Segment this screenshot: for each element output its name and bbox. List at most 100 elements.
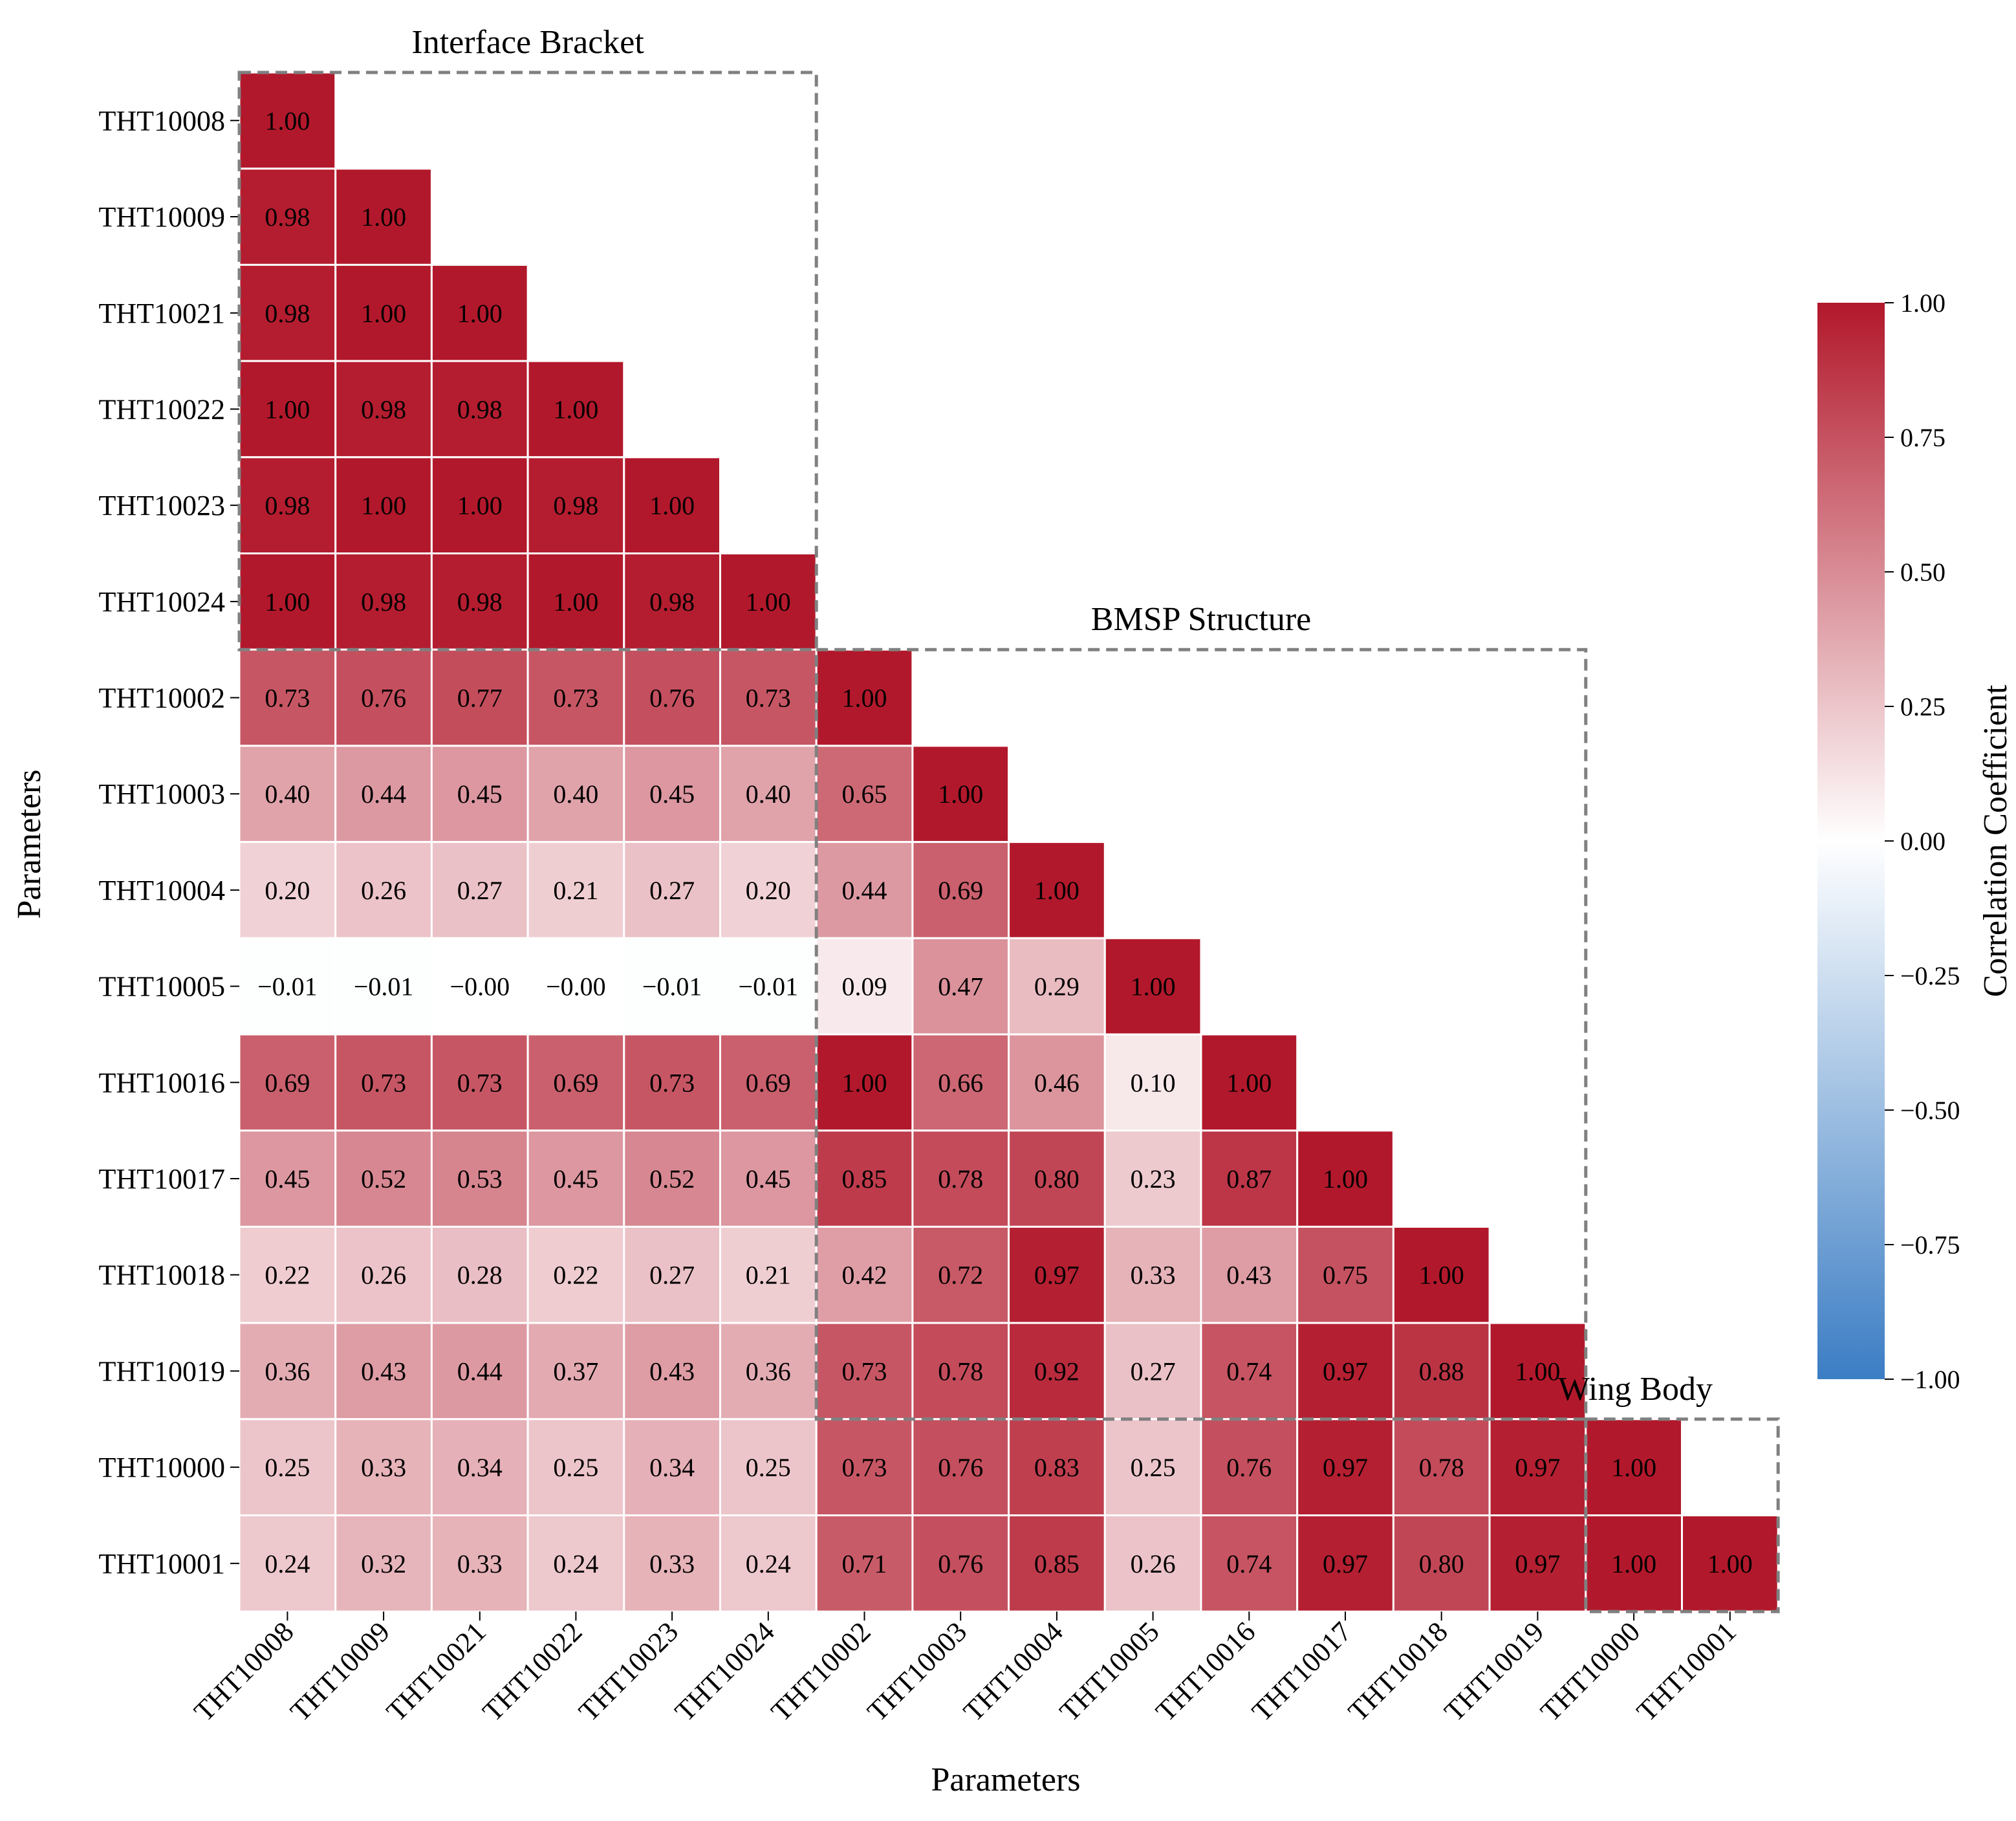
y-axis-title: Parameters (11, 769, 48, 919)
cell-value-label: 0.97 (1515, 1453, 1560, 1482)
cell-value-label: 0.92 (1034, 1357, 1079, 1386)
heatmap-cell-THT10002-THT10008 (238, 648, 337, 747)
heatmap-cell-THT10024-THT10009 (334, 552, 433, 651)
heatmap-cell-THT10000-THT10021 (430, 1418, 529, 1517)
heatmap-cell-THT10000-THT10023 (623, 1418, 721, 1517)
colorbar-tick-label: 1.00 (1900, 289, 1946, 318)
cell-value-label: 0.33 (361, 1453, 406, 1482)
cell-value-label: 1.00 (1226, 1068, 1272, 1097)
colorbar: 1.00 0.75 0.50 0.25 0.00 −0.25 −0.50 −0.75 −1.00… (1817, 289, 2014, 1394)
cell-value-label: 0.74 (1226, 1357, 1272, 1386)
heatmap-cell-THT10005-THT10024 (719, 937, 818, 1036)
cell-value-label: 0.87 (1226, 1164, 1272, 1194)
cell-value-label: 0.29 (1034, 972, 1079, 1001)
heatmap-cell-THT10018-THT10024 (719, 1225, 818, 1324)
x-tick-label-THT10008: THT10008 (188, 1616, 300, 1728)
x-axis-title: Parameters (931, 1761, 1080, 1798)
cell-value-label: 1.00 (938, 780, 983, 809)
cell-value-label: 0.69 (553, 1068, 598, 1097)
heatmap-cell-THT10018-THT10008 (238, 1225, 337, 1324)
cell-value-label: 0.69 (265, 1068, 310, 1097)
cell-value-label: 0.80 (1034, 1164, 1079, 1194)
cell-value-label: −0.01 (642, 972, 702, 1001)
y-tick-label-THT10022: THT10022 (98, 393, 225, 425)
heatmap-cell-THT10000-THT10019 (1488, 1418, 1587, 1517)
cell-value-label: 0.45 (457, 780, 503, 809)
heatmap-cell-THT10001-THT10016 (1200, 1514, 1299, 1613)
cell-value-label: 0.22 (553, 1261, 598, 1290)
cell-value-label: 1.00 (553, 587, 598, 616)
cell-value-label: 1.00 (361, 491, 406, 520)
cell-value-label: 0.40 (746, 780, 791, 809)
cell-value-label: 0.53 (457, 1164, 503, 1194)
x-tick-label-THT10004: THT10004 (957, 1616, 1069, 1728)
cell-value-label: 0.77 (457, 684, 503, 713)
y-axis-ticks: THT10008 THT10009 THT10021 THT10022 THT10023… (98, 105, 239, 1580)
group-box-interface-bracket (237, 71, 818, 651)
cell-value-label: 0.73 (553, 684, 598, 713)
cell-value-label: 1.00 (1323, 1164, 1368, 1194)
heatmap-cell-THT10023-THT10022 (526, 456, 625, 554)
y-tick-label-THT10009: THT10009 (98, 201, 225, 233)
y-tick-label-THT10000: THT10000 (98, 1452, 225, 1483)
x-tick-label-THT10022: THT10022 (477, 1616, 589, 1728)
cell-value-label: 0.52 (649, 1164, 695, 1194)
heatmap-cell-THT10017-THT10024 (719, 1129, 818, 1228)
cell-value-label: 0.98 (265, 491, 310, 520)
cell-value-label: 1.00 (1611, 1549, 1656, 1578)
cell-value-label: 0.23 (1131, 1164, 1176, 1194)
cell-value-label: 0.85 (1034, 1549, 1079, 1578)
heatmap-cell-THT10018-THT10023 (623, 1225, 721, 1324)
heatmap-cell-THT10005-THT10023 (623, 937, 721, 1036)
cell-value-label: 0.76 (938, 1549, 983, 1578)
y-tick-label-THT10003: THT10003 (98, 778, 225, 810)
cell-value-label: 0.72 (938, 1261, 983, 1290)
cell-value-label: 0.66 (938, 1068, 983, 1097)
heatmap-cell-THT10004-THT10021 (430, 841, 529, 939)
heatmap-cell-THT10019-THT10023 (623, 1322, 721, 1421)
cell-value-label: 1.00 (361, 202, 406, 232)
y-tick-label-THT10021: THT10021 (98, 298, 225, 329)
cell-value-label: 0.97 (1515, 1549, 1560, 1578)
x-tick-label-THT10016: THT10016 (1149, 1616, 1261, 1728)
heatmap-cell-THT10005-THT10005 (1103, 937, 1202, 1036)
heatmap-cell-THT10005-THT10004 (1008, 937, 1106, 1036)
cell-value-label: 1.00 (1707, 1549, 1753, 1578)
cell-value-label: 0.24 (746, 1549, 791, 1578)
cell-value-label: 0.73 (746, 684, 791, 713)
heatmap-cell-THT10022-THT10009 (334, 360, 433, 459)
heatmap-cell-THT10008-THT10008 (238, 71, 337, 170)
cell-value-label: 0.76 (649, 684, 695, 713)
cell-value-label: 1.00 (1034, 876, 1079, 905)
cell-value-label: −0.00 (546, 972, 606, 1001)
cell-value-label: 0.44 (842, 876, 887, 905)
cell-value-label: 0.37 (553, 1357, 598, 1386)
heatmap-cell-THT10003-THT10008 (238, 745, 337, 844)
group-label: Interface Bracket (411, 24, 644, 61)
heatmap-cell-THT10018-THT10021 (430, 1225, 529, 1324)
heatmap-cell-THT10017-THT10004 (1008, 1129, 1106, 1228)
cell-value-label: 0.73 (265, 684, 310, 713)
cell-value-label: 1.00 (457, 491, 503, 520)
group-box-bmsp-structure (814, 648, 1588, 1421)
heatmap-cell-THT10017-THT10009 (334, 1129, 433, 1228)
y-tick-label-THT10019: THT10019 (98, 1355, 225, 1387)
y-tick-label-THT10023: THT10023 (98, 490, 225, 521)
y-tick-label-THT10024: THT10024 (98, 586, 225, 618)
cell-value-label: 0.88 (1419, 1357, 1464, 1386)
cell-value-label: 0.69 (938, 876, 983, 905)
cell-value-label: 0.28 (457, 1261, 503, 1290)
cell-value-label: −0.00 (450, 972, 510, 1001)
cell-value-label: 0.76 (361, 684, 406, 713)
cell-value-label: 1.00 (1611, 1453, 1656, 1482)
colorbar-tick-label: 0.00 (1900, 827, 1946, 856)
cell-value-label: 0.98 (265, 202, 310, 232)
heatmap-cell-THT10022-THT10022 (526, 360, 625, 459)
heatmap-cell-THT10000-THT10016 (1200, 1418, 1299, 1517)
heatmap-cell-THT10019-THT10003 (911, 1322, 1010, 1421)
cell-value-label: 0.43 (649, 1357, 695, 1386)
cell-value-label: 0.27 (649, 876, 695, 905)
colorbar-tick-label: −1.00 (1900, 1365, 1960, 1394)
y-tick-label-THT10004: THT10004 (98, 875, 225, 906)
